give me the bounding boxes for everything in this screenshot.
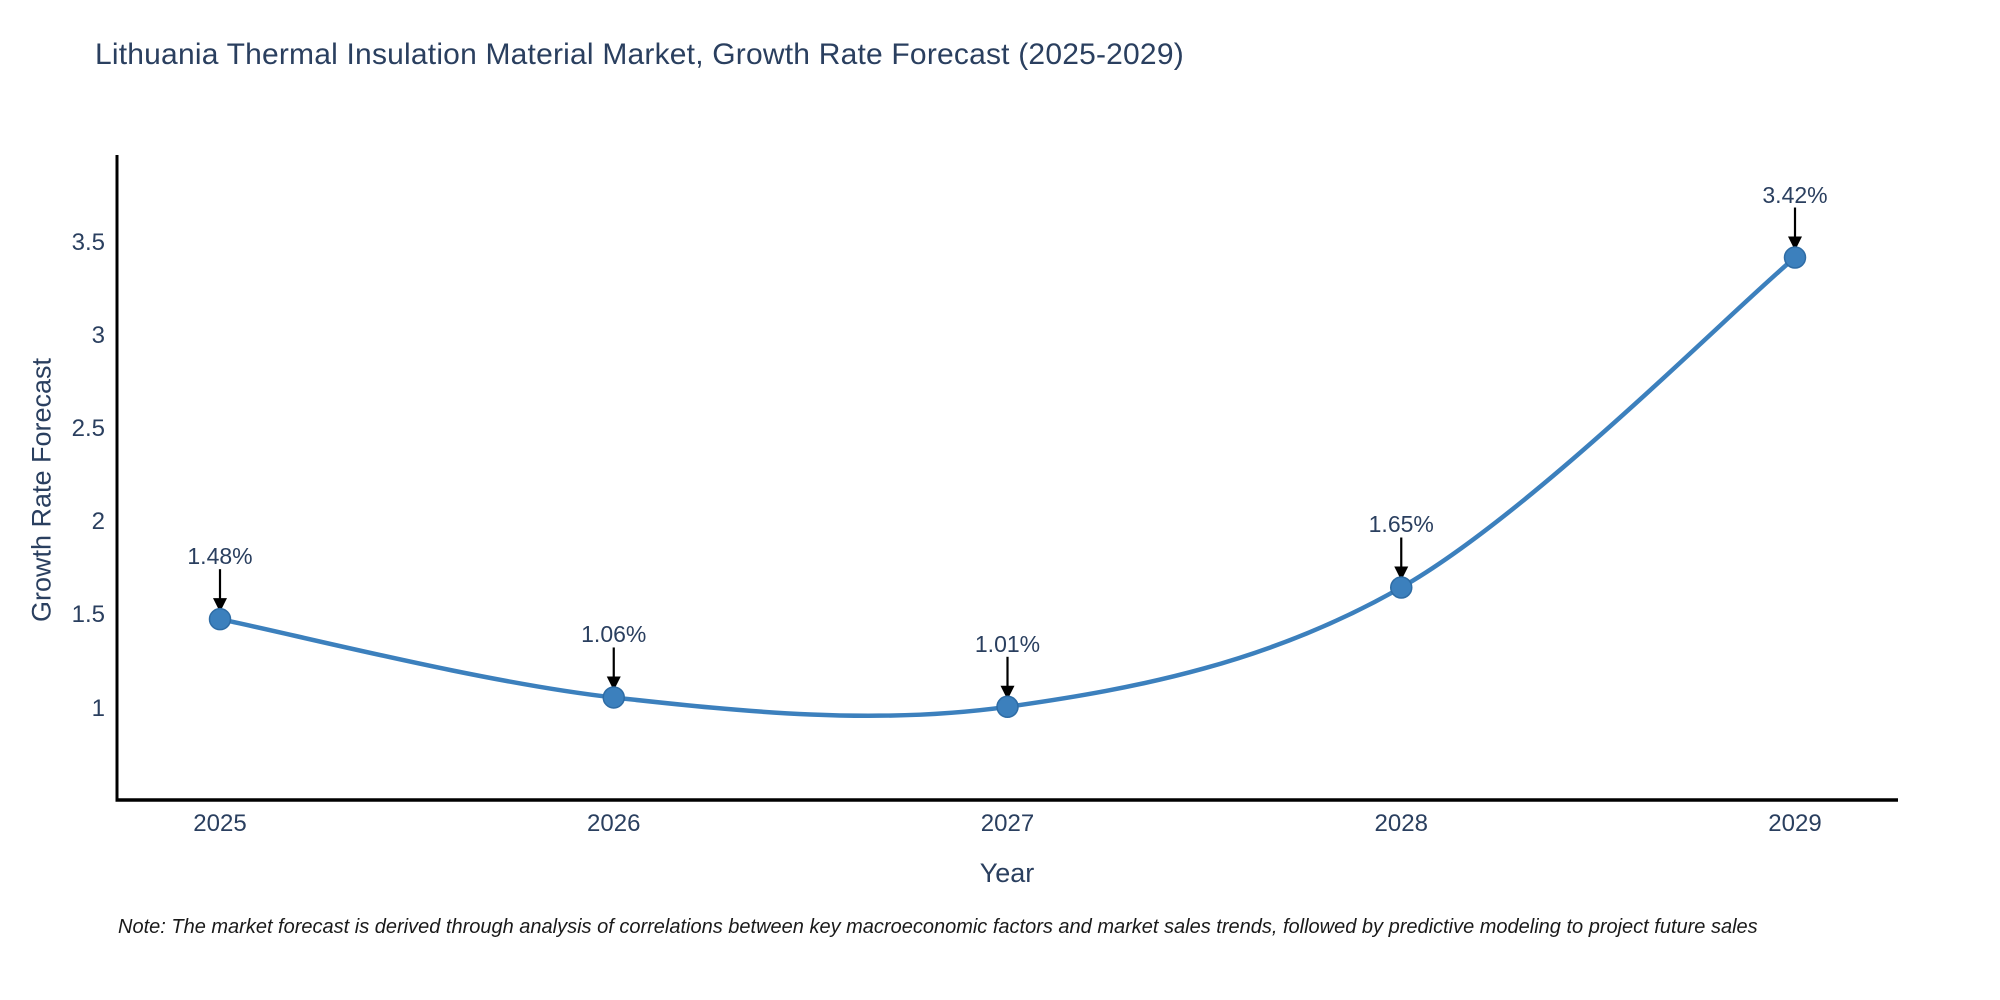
x-tick-label: 2026 [587,810,641,837]
point-annotation: 1.48% [187,543,253,570]
x-tick-label: 2025 [193,810,247,837]
annotation-arrowhead [1394,566,1409,581]
data-point-marker [602,686,625,709]
annotation-arrowhead [213,598,227,613]
x-axis-title: Year [979,858,1035,888]
y-tick-label: 3 [91,321,105,349]
y-tick-label: 1 [91,694,105,722]
annotation-arrowhead [1000,685,1015,700]
x-tick-label: 2029 [1768,810,1822,837]
point-annotation: 1.01% [974,630,1041,657]
point-annotation: 1.65% [1368,511,1434,538]
y-tick-label: 2.5 [71,415,105,443]
annotation-arrowhead [606,676,621,691]
y-tick-label: 2 [91,508,105,536]
annotation-arrowhead [1788,236,1802,251]
data-point-marker [1390,576,1413,599]
y-tick-label: 1.5 [71,601,105,629]
y-tick-label: 3.5 [71,228,105,256]
data-point-marker [208,607,232,631]
x-tick-label: 2027 [980,810,1035,837]
data-point-marker [1783,246,1807,269]
footnote: Note: The market forecast is derived thr… [118,916,1758,938]
point-annotation: 1.06% [581,621,647,648]
chart-title: Lithuania Thermal Insulation Material Ma… [95,38,1184,71]
data-point-marker [996,695,1019,719]
x-tick-label: 2028 [1374,810,1428,837]
point-annotation: 3.42% [1762,181,1828,208]
